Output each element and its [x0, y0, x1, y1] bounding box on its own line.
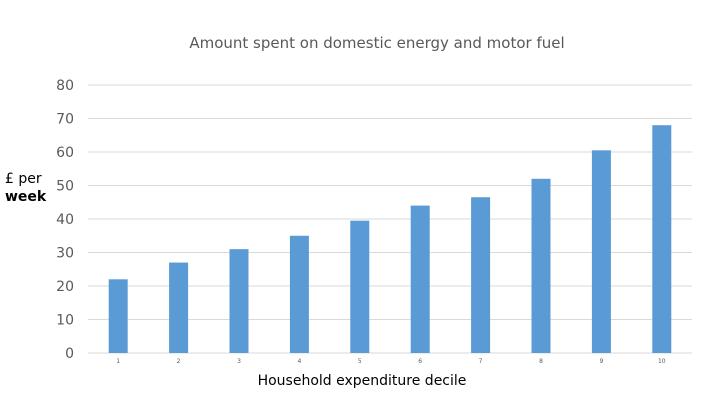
- bar-7: [471, 197, 491, 353]
- y-tick-label: 40: [56, 212, 74, 228]
- y-tick-label: 50: [56, 179, 74, 195]
- x-tick-label: 6: [418, 358, 422, 365]
- bar-9: [591, 150, 611, 353]
- x-tick-label: 7: [479, 358, 483, 365]
- x-tick-label: 9: [599, 358, 603, 365]
- x-tick-label: 4: [297, 358, 301, 365]
- bar-8: [531, 178, 551, 353]
- bar-3: [229, 249, 249, 353]
- bar-4: [289, 235, 309, 353]
- y-axis-label-line-1: £ per: [5, 171, 42, 187]
- y-tick-label: 10: [56, 313, 74, 329]
- x-tick-label: 2: [177, 358, 181, 365]
- y-tick-label: 0: [65, 346, 74, 362]
- bar-10: [652, 125, 672, 353]
- x-tick-label: 1: [116, 358, 120, 365]
- x-tick-label: 10: [658, 358, 666, 365]
- bar-5: [350, 220, 370, 353]
- bar-6: [410, 205, 430, 353]
- y-tick-label: 20: [56, 279, 74, 295]
- x-tick-label: 5: [358, 358, 362, 365]
- bar-1: [108, 279, 128, 353]
- chart-title: Amount spent on domestic energy and moto…: [189, 34, 565, 52]
- y-tick-label: 80: [56, 78, 74, 94]
- x-axis-label: Household expenditure decile: [257, 373, 467, 389]
- y-axis-label-line-2: week: [5, 189, 47, 205]
- x-tick-label: 3: [237, 358, 241, 365]
- y-axis-label: £ per week: [5, 170, 46, 206]
- x-tick-label: 8: [539, 358, 543, 365]
- y-tick-label: 60: [56, 145, 74, 161]
- bar-2: [169, 262, 189, 353]
- y-tick-label: 70: [56, 112, 74, 128]
- y-tick-label: 30: [56, 246, 74, 262]
